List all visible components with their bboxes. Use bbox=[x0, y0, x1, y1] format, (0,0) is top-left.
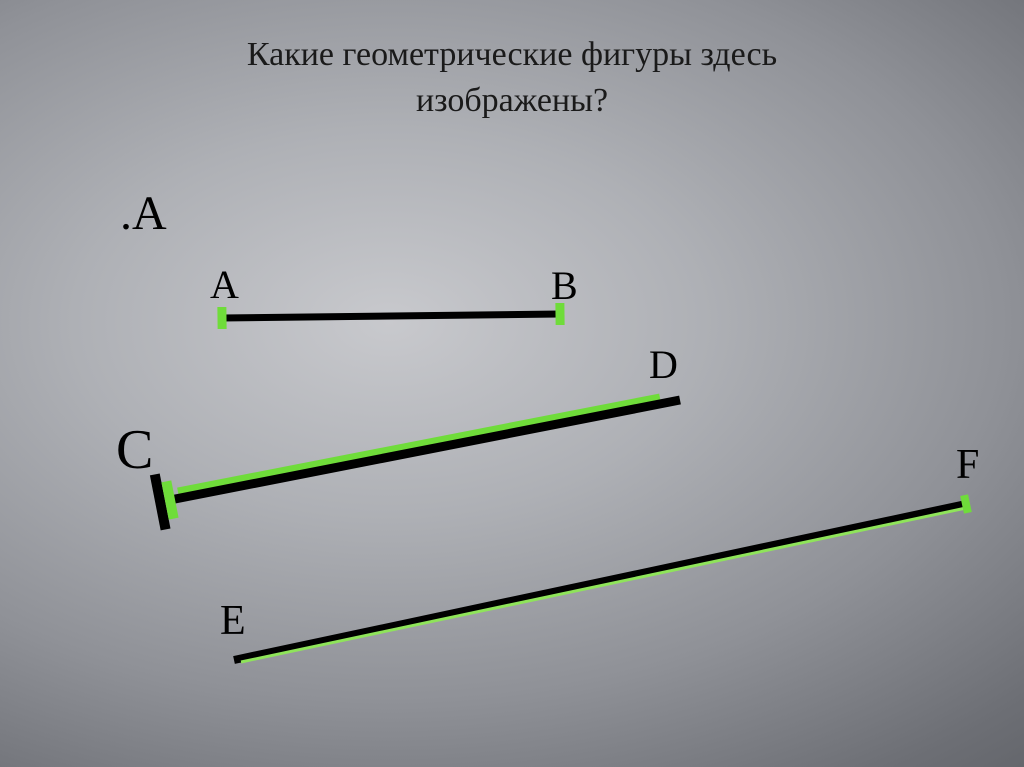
label-rayCD-C: С bbox=[116, 422, 153, 478]
label-lineEF-F: F bbox=[956, 444, 979, 486]
diagram-stage: Какие геометрические фигуры здесь изобра… bbox=[0, 0, 1024, 767]
ray-CD bbox=[155, 398, 680, 529]
label-rayCD-D: D bbox=[649, 345, 678, 385]
title-line-1: Какие геометрические фигуры здесь bbox=[0, 36, 1024, 74]
label-segAB-B: В bbox=[551, 266, 578, 306]
segment-AB bbox=[222, 303, 560, 329]
label-pointA-label: .А bbox=[120, 190, 167, 238]
line-EF bbox=[234, 495, 968, 662]
label-segAB-A: А bbox=[210, 265, 239, 305]
label-lineEF-E: E bbox=[220, 600, 246, 642]
title-line-2: изображены? bbox=[0, 82, 1024, 120]
